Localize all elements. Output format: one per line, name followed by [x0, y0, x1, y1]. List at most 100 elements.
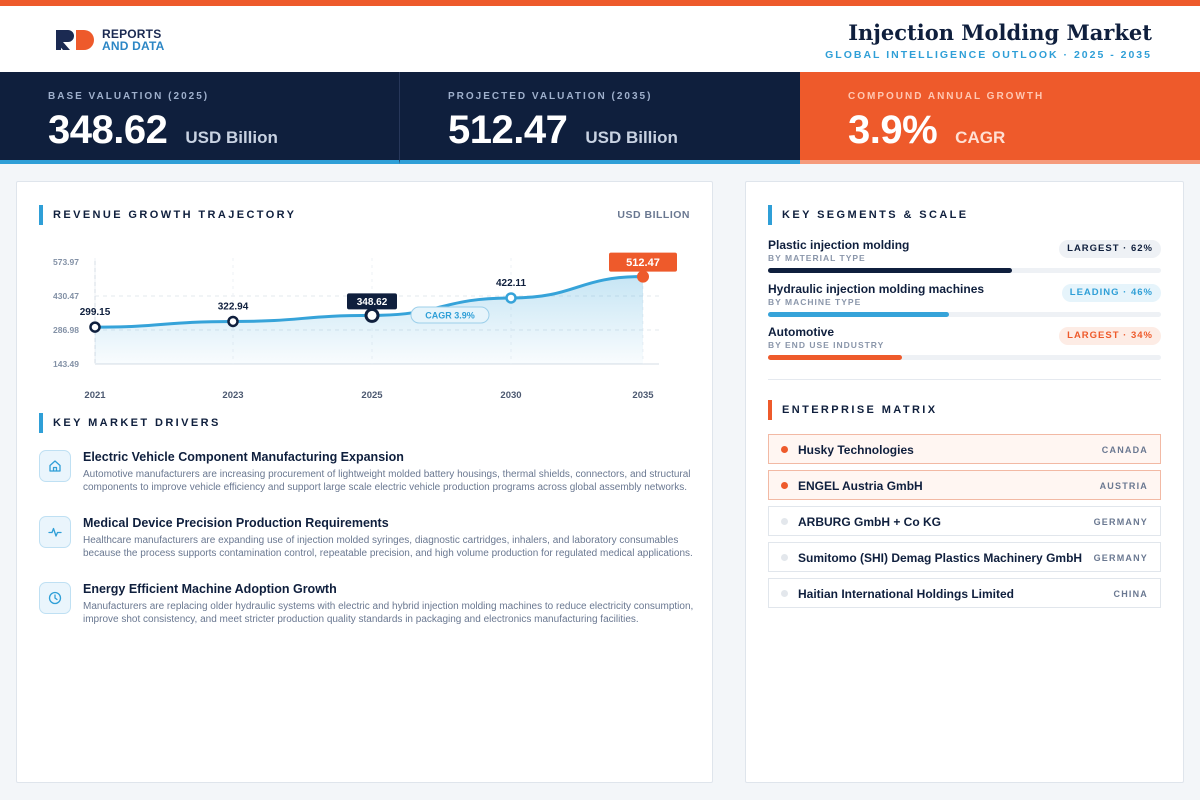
cagr-annotation-label: CAGR 3.9%	[425, 311, 475, 321]
data-label: 422.11	[496, 278, 526, 289]
data-point	[364, 307, 380, 323]
y-tick-label: 430.47	[53, 291, 79, 301]
section-accent-bar	[39, 413, 43, 433]
segment-share-fill	[768, 355, 902, 360]
company-row[interactable]: Husky Technologies CANADA	[768, 434, 1161, 464]
y-tick-label: 286.98	[53, 325, 79, 335]
y-tick-label: 143.49	[53, 359, 79, 369]
drivers-heading: KEY MARKET DRIVERS	[39, 413, 221, 433]
data-label: 512.47	[626, 257, 660, 269]
data-label-box	[347, 293, 397, 310]
y-tick-label: 573.97	[53, 257, 79, 267]
kpi-number: 512.47	[448, 108, 568, 152]
kpi-value-group: 348.62 USD Billion	[48, 108, 278, 153]
revenue-area-chart: 573.97 430.47 286.98 143.49 CAGR 3.9% 299.15 3…	[53, 252, 677, 401]
segment-name: Automotive	[768, 325, 834, 339]
kpi-label: COMPOUND ANNUAL GROWTH	[848, 91, 1045, 102]
company-row[interactable]: ARBURG GmbH + Co KG GERMANY	[768, 506, 1161, 536]
segment-share-badge: LEADING · 46%	[1061, 284, 1161, 302]
segments-panel: KEY SEGMENTS & SCALE Plastic injection m…	[745, 181, 1184, 783]
kpi-band: BASE VALUATION (2025) 348.62 USD Billion…	[0, 72, 1200, 164]
trajectory-title: REVENUE GROWTH TRAJECTORY	[53, 209, 297, 221]
driver-description: Automotive manufacturers are increasing …	[83, 469, 691, 493]
segment-category: BY MATERIAL TYPE	[768, 253, 866, 263]
status-dot	[781, 482, 788, 489]
cagr-annotation-pill	[410, 306, 490, 324]
top-accent-stripe	[0, 0, 1200, 6]
driver-item: Energy Efficient Machine Adoption Growth…	[39, 582, 694, 648]
kpi-cagr: COMPOUND ANNUAL GROWTH 3.9% CAGR	[800, 72, 1200, 164]
company-country: CHINA	[1113, 589, 1148, 599]
status-dot	[781, 518, 788, 525]
segment-category: BY END USE INDUSTRY	[768, 340, 885, 350]
segment-share-track	[768, 355, 1161, 360]
drivers-list: Electric Vehicle Component Manufacturing…	[39, 450, 694, 648]
company-row[interactable]: Sumitomo (SHI) Demag Plastics Machinery …	[768, 542, 1161, 572]
drivers-title: KEY MARKET DRIVERS	[53, 417, 221, 429]
company-name: Haitian International Holdings Limited	[798, 587, 1015, 601]
segment-name: Hydraulic injection molding machines	[768, 282, 985, 296]
status-dot	[781, 446, 788, 453]
company-row[interactable]: Haitian International Holdings Limited C…	[768, 578, 1161, 608]
page-subtitle: GLOBAL INTELLIGENCE OUTLOOK · 2025 - 203…	[825, 49, 1152, 61]
segment-share-badge: LARGEST · 62%	[1059, 240, 1161, 258]
logo-line-2: AND DATA	[102, 39, 165, 53]
segment-share-track	[768, 268, 1161, 273]
kpi-base-valuation: BASE VALUATION (2025) 348.62 USD Billion	[0, 72, 400, 164]
enterprise-matrix: Husky Technologies CANADA ENGEL Austria …	[768, 434, 1161, 614]
section-accent-bar	[39, 205, 43, 225]
segment-item: Hydraulic injection molding machines BY …	[768, 282, 1161, 317]
company-country: GERMANY	[1093, 517, 1148, 527]
kpi-projected-valuation: PROJECTED VALUATION (2035) 512.47 USD Bi…	[400, 72, 800, 164]
kpi-unit: CAGR	[955, 128, 1006, 147]
x-tick-label: 2023	[222, 390, 243, 401]
section-accent-bar	[768, 400, 772, 420]
page-title: Injection Molding Market	[848, 20, 1152, 45]
kpi-unit: USD Billion	[585, 128, 678, 147]
company-row[interactable]: ENGEL Austria GmbH AUSTRIA	[768, 470, 1161, 500]
driver-item: Electric Vehicle Component Manufacturing…	[39, 450, 694, 516]
segment-item: Automotive BY END USE INDUSTRY LARGEST ·…	[768, 325, 1161, 360]
kpi-label: BASE VALUATION (2025)	[48, 91, 210, 102]
trajectory-heading: REVENUE GROWTH TRAJECTORY	[39, 205, 296, 225]
company-name: Husky Technologies	[798, 443, 914, 457]
logo-line-1: REPORTS	[102, 27, 162, 41]
company-country: GERMANY	[1093, 553, 1148, 563]
chart-unit-label: USD BILLION	[617, 209, 690, 221]
matrix-heading: ENTERPRISE MATRIX	[768, 400, 938, 420]
section-accent-bar	[768, 205, 772, 225]
header: REPORTS AND DATA Injection Molding Marke…	[0, 6, 1200, 72]
kpi-unit: USD Billion	[185, 128, 278, 147]
segment-category: BY MACHINE TYPE	[768, 297, 862, 307]
logo-wordmark: REPORTS AND DATA	[102, 28, 164, 52]
driver-description: Healthcare manufacturers are expanding u…	[83, 535, 693, 559]
company-logo: REPORTS AND DATA	[54, 28, 164, 52]
segments-heading: KEY SEGMENTS & SCALE	[768, 205, 969, 225]
matrix-title: ENTERPRISE MATRIX	[782, 404, 938, 416]
company-country: CANADA	[1101, 445, 1148, 455]
segment-name: Plastic injection molding	[768, 238, 910, 252]
segments-title: KEY SEGMENTS & SCALE	[782, 209, 969, 221]
segment-share-track	[768, 312, 1161, 317]
pulse-icon	[39, 516, 71, 548]
data-point	[89, 321, 101, 333]
driver-description: Manufacturers are replacing older hydrau…	[83, 601, 694, 625]
kpi-label: PROJECTED VALUATION (2035)	[448, 91, 653, 102]
data-label: 322.94	[218, 301, 249, 312]
segment-share-fill	[768, 312, 949, 317]
status-dot	[781, 554, 788, 561]
segment-item: Plastic injection molding BY MATERIAL TY…	[768, 238, 1161, 273]
data-point	[505, 292, 517, 304]
driver-title: Electric Vehicle Component Manufacturing…	[83, 450, 404, 464]
kpi-value-group: 512.47 USD Billion	[448, 108, 678, 153]
kpi-number: 3.9%	[848, 108, 938, 152]
data-label: 348.62	[357, 297, 388, 308]
section-divider	[768, 379, 1161, 380]
data-label: 299.15	[80, 307, 111, 318]
driver-item: Medical Device Precision Production Requ…	[39, 516, 694, 582]
x-tick-label: 2030	[500, 390, 521, 401]
kpi-number: 348.62	[48, 108, 168, 152]
trajectory-panel: REVENUE GROWTH TRAJECTORY USD BILLION 57…	[16, 181, 713, 783]
company-name: ENGEL Austria GmbH	[798, 479, 923, 493]
data-point	[227, 315, 239, 328]
